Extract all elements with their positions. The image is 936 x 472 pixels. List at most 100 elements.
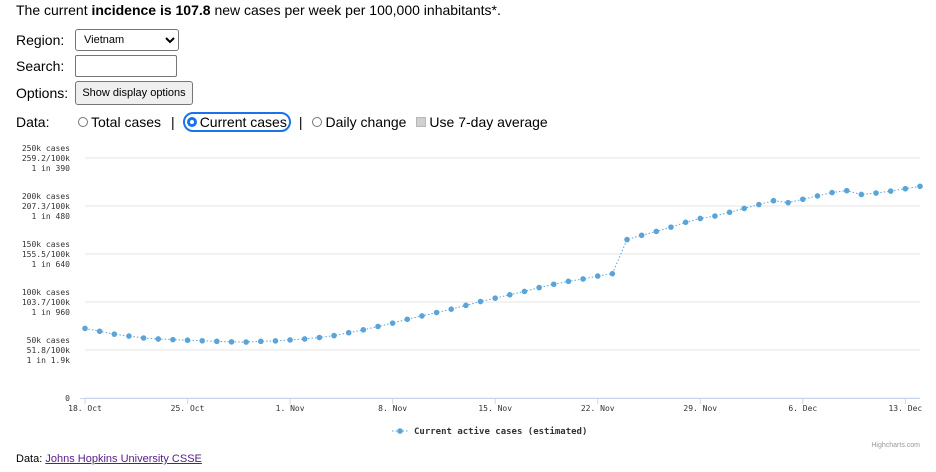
data-point[interactable] xyxy=(521,288,528,295)
jhu-csse-link[interactable]: Johns Hopkins University CSSE xyxy=(45,453,202,465)
data-point[interactable] xyxy=(858,191,865,198)
options-label: Options: xyxy=(16,85,69,101)
y-tick-label: 1 in 390 xyxy=(31,164,70,173)
data-point[interactable] xyxy=(389,320,396,326)
legend-label[interactable]: Current active cases (estimated) xyxy=(414,426,587,437)
data-point[interactable] xyxy=(902,185,909,192)
data-point[interactable] xyxy=(287,337,293,343)
data-point[interactable] xyxy=(653,228,660,235)
data-point[interactable] xyxy=(345,329,352,336)
data-point[interactable] xyxy=(829,189,835,196)
y-tick-label: 150k cases xyxy=(22,240,70,249)
data-point[interactable] xyxy=(814,193,821,199)
separator: | xyxy=(298,114,303,130)
data-point[interactable] xyxy=(609,270,616,277)
x-tick-label: 8. Nov xyxy=(378,404,407,413)
data-point[interactable] xyxy=(331,332,337,339)
footer-prefix: Data: xyxy=(16,453,46,465)
data-point[interactable] xyxy=(126,333,132,339)
search-label: Search: xyxy=(16,58,65,74)
avg-checkbox[interactable] xyxy=(416,117,427,127)
radio-total-cases[interactable] xyxy=(78,117,88,127)
data-point[interactable] xyxy=(638,232,645,239)
data-point[interactable] xyxy=(155,336,162,342)
data-point[interactable] xyxy=(477,298,484,305)
data-point[interactable] xyxy=(404,316,411,323)
y-tick-label: 250k cases xyxy=(22,144,70,153)
y-tick-label: 1 in 960 xyxy=(31,308,70,317)
region-row: Region: xyxy=(16,32,76,48)
data-point[interactable] xyxy=(550,281,557,288)
data-point[interactable] xyxy=(257,338,264,345)
y-tick-label: 259.2/100k xyxy=(22,154,70,163)
data-point[interactable] xyxy=(624,236,630,243)
chart-credits[interactable]: Highcharts.com xyxy=(871,442,920,449)
y-tick-label: 155.5/100k xyxy=(22,250,70,259)
data-point[interactable] xyxy=(243,339,249,345)
data-point[interactable] xyxy=(111,331,118,337)
x-tick-label: 29. Nov xyxy=(683,404,717,413)
data-point[interactable] xyxy=(741,205,748,212)
data-point[interactable] xyxy=(726,209,733,216)
data-point[interactable] xyxy=(316,334,323,341)
region-select[interactable]: Vietnam xyxy=(75,29,179,51)
data-point[interactable] xyxy=(463,302,469,309)
data-point[interactable] xyxy=(580,276,586,282)
data-point[interactable] xyxy=(565,278,572,285)
data-point[interactable] xyxy=(507,292,513,298)
data-point[interactable] xyxy=(756,201,762,208)
y-tick-label: 100k cases xyxy=(22,288,70,297)
data-point[interactable] xyxy=(785,199,791,206)
data-option-total-cases[interactable]: Total cases xyxy=(78,114,161,130)
headline-suffix: new cases per week per 100,000 inhabitan… xyxy=(210,2,501,18)
data-point[interactable] xyxy=(887,188,894,194)
data-point[interactable] xyxy=(682,219,689,226)
series-line xyxy=(84,185,921,343)
data-point[interactable] xyxy=(199,337,205,344)
data-point[interactable] xyxy=(873,190,879,196)
data-point[interactable] xyxy=(272,338,279,344)
data-label: Data: xyxy=(16,114,50,130)
x-tick-label: 1. Nov xyxy=(276,404,305,413)
data-point[interactable] xyxy=(712,213,718,219)
legend-marker xyxy=(397,428,403,434)
show-display-options-button[interactable]: Show display options xyxy=(75,81,193,105)
data-option-daily-change[interactable]: Daily change xyxy=(312,114,406,130)
data-point[interactable] xyxy=(419,313,425,319)
data-point[interactable] xyxy=(96,328,103,335)
data-point[interactable] xyxy=(214,338,220,345)
data-point[interactable] xyxy=(800,196,806,203)
data-point[interactable] xyxy=(917,183,923,190)
radio-daily-change[interactable] xyxy=(312,117,323,127)
data-point[interactable] xyxy=(184,337,191,344)
data-point[interactable] xyxy=(697,215,704,222)
data-point[interactable] xyxy=(492,295,498,301)
data-source-footer: Data: Johns Hopkins University CSSE xyxy=(16,453,202,465)
data-option-current-label: Current cases xyxy=(199,114,287,130)
radio-current-cases[interactable] xyxy=(186,117,197,127)
data-point[interactable] xyxy=(668,224,674,230)
x-tick-label: 15. Nov xyxy=(478,404,512,413)
data-point[interactable] xyxy=(448,306,455,312)
data-point[interactable] xyxy=(433,309,440,316)
data-option-total-label: Total cases xyxy=(91,114,162,130)
data-point[interactable] xyxy=(228,339,235,345)
data-point[interactable] xyxy=(170,336,176,343)
data-point[interactable] xyxy=(843,187,850,194)
x-tick-label: 22. Nov xyxy=(581,404,615,413)
data-point[interactable] xyxy=(536,284,542,291)
data-point[interactable] xyxy=(360,327,367,333)
data-point[interactable] xyxy=(140,335,147,341)
chart-legend[interactable]: Current active cases (estimated) xyxy=(392,426,587,437)
data-type-selector: Total cases | Current cases | Daily chan… xyxy=(78,112,548,132)
data-point[interactable] xyxy=(375,323,381,330)
data-point[interactable] xyxy=(594,273,601,279)
chart-series xyxy=(82,183,923,345)
data-option-current-cases[interactable]: Current cases xyxy=(182,112,291,132)
data-point[interactable] xyxy=(82,325,88,332)
data-point[interactable] xyxy=(301,336,308,342)
data-point[interactable] xyxy=(770,197,777,204)
search-input[interactable] xyxy=(75,55,177,77)
avg-option[interactable]: Use 7-day average xyxy=(416,114,548,130)
